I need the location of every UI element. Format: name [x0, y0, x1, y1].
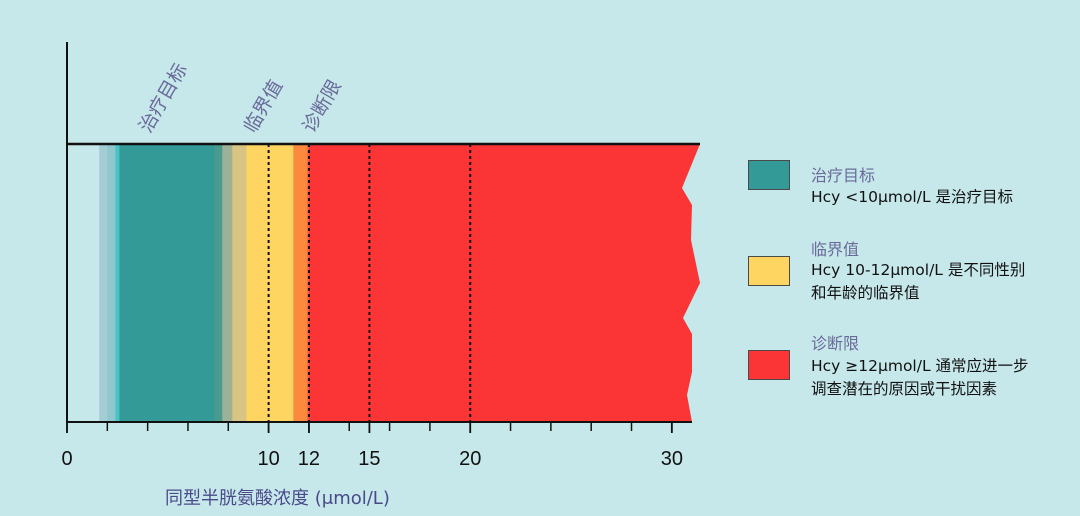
legend-title: 治疗目标	[811, 166, 876, 185]
tick-label: 30	[661, 448, 683, 470]
zone-annotation: 临界值	[240, 76, 288, 136]
zone-borderline	[246, 144, 294, 422]
tick-label: 0	[61, 448, 72, 470]
gradient-band	[115, 144, 120, 422]
axes	[66, 42, 700, 423]
gradient-band	[214, 144, 223, 422]
legend-desc-line: 调查潜在的原因或干扰因素	[811, 380, 998, 398]
concentration-bands	[99, 144, 700, 422]
tick-label: 10	[257, 448, 279, 470]
zone-target	[119, 144, 215, 422]
zone-annotations: 治疗目标 临界值 诊断限	[135, 60, 346, 137]
gradient-band	[232, 144, 247, 422]
zone-annotation: 治疗目标	[135, 60, 192, 137]
legend-swatch	[748, 160, 790, 190]
zone-annotation: 诊断限	[298, 76, 346, 136]
gradient-band	[222, 144, 233, 422]
gradient-band	[292, 144, 308, 422]
tick-label: 15	[358, 448, 380, 470]
tick-label: 20	[459, 448, 481, 470]
legend-swatch	[748, 350, 790, 380]
x-axis-label: 同型半胱氨酸浓度 (μmol/L)	[165, 488, 390, 509]
gradient-band	[99, 144, 108, 422]
legend-desc-line: Hcy ≥12μmol/L 通常应进一步	[811, 357, 1029, 375]
legend-swatch	[748, 256, 790, 286]
reference-lines	[267, 144, 472, 422]
legend-desc-line: Hcy 10-12μmol/L 是不同性别	[811, 261, 1026, 279]
legend-desc-line: Hcy <10μmol/L 是治疗目标	[811, 188, 1014, 206]
legend-title: 临界值	[811, 240, 860, 259]
legend-title: 诊断限	[811, 334, 860, 353]
gradient-band	[107, 144, 116, 422]
zone-diagnostic	[308, 144, 700, 422]
x-ticks: 0 10 12 15 20 30	[61, 422, 683, 470]
tick-label: 12	[298, 448, 320, 470]
legend-desc-line: 和年龄的临界值	[811, 284, 920, 302]
